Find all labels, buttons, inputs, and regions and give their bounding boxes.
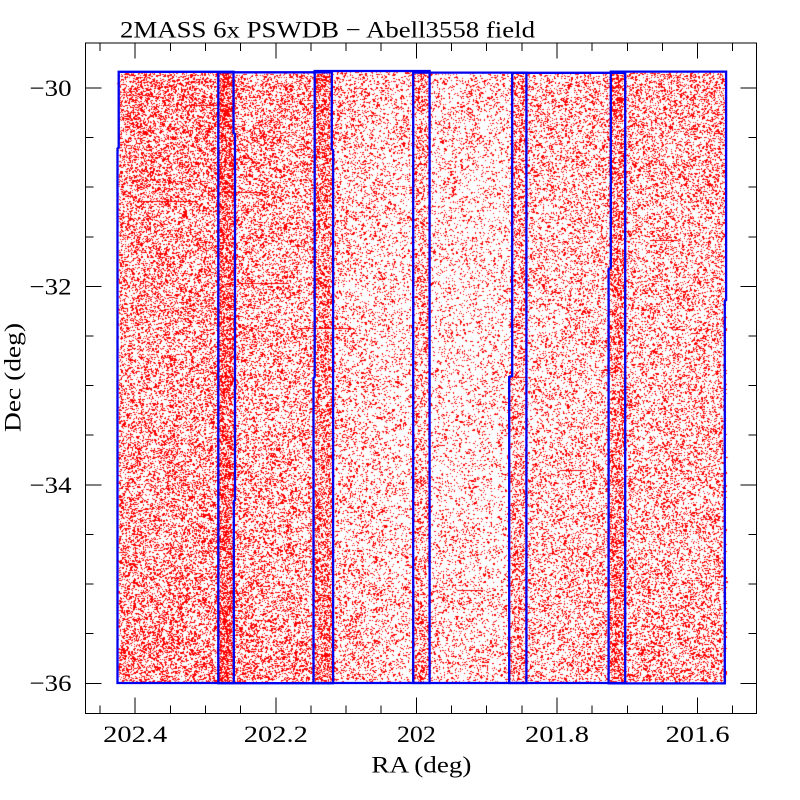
svg-text:−32: −32 [30, 274, 72, 300]
svg-text:Dec (deg): Dec (deg) [1, 323, 27, 432]
svg-text:RA (deg): RA (deg) [371, 753, 471, 779]
svg-text:2MASS 6x PSWDB − Abell3558 fie: 2MASS 6x PSWDB − Abell3558 field [120, 17, 535, 43]
svg-text:202.4: 202.4 [103, 722, 167, 748]
svg-text:−34: −34 [30, 473, 72, 499]
svg-text:202: 202 [397, 722, 436, 748]
svg-text:202.2: 202.2 [244, 722, 308, 748]
svg-text:201.6: 201.6 [666, 722, 730, 748]
svg-text:201.8: 201.8 [525, 722, 589, 748]
svg-text:−36: −36 [30, 671, 72, 697]
svg-text:−30: −30 [30, 76, 72, 102]
